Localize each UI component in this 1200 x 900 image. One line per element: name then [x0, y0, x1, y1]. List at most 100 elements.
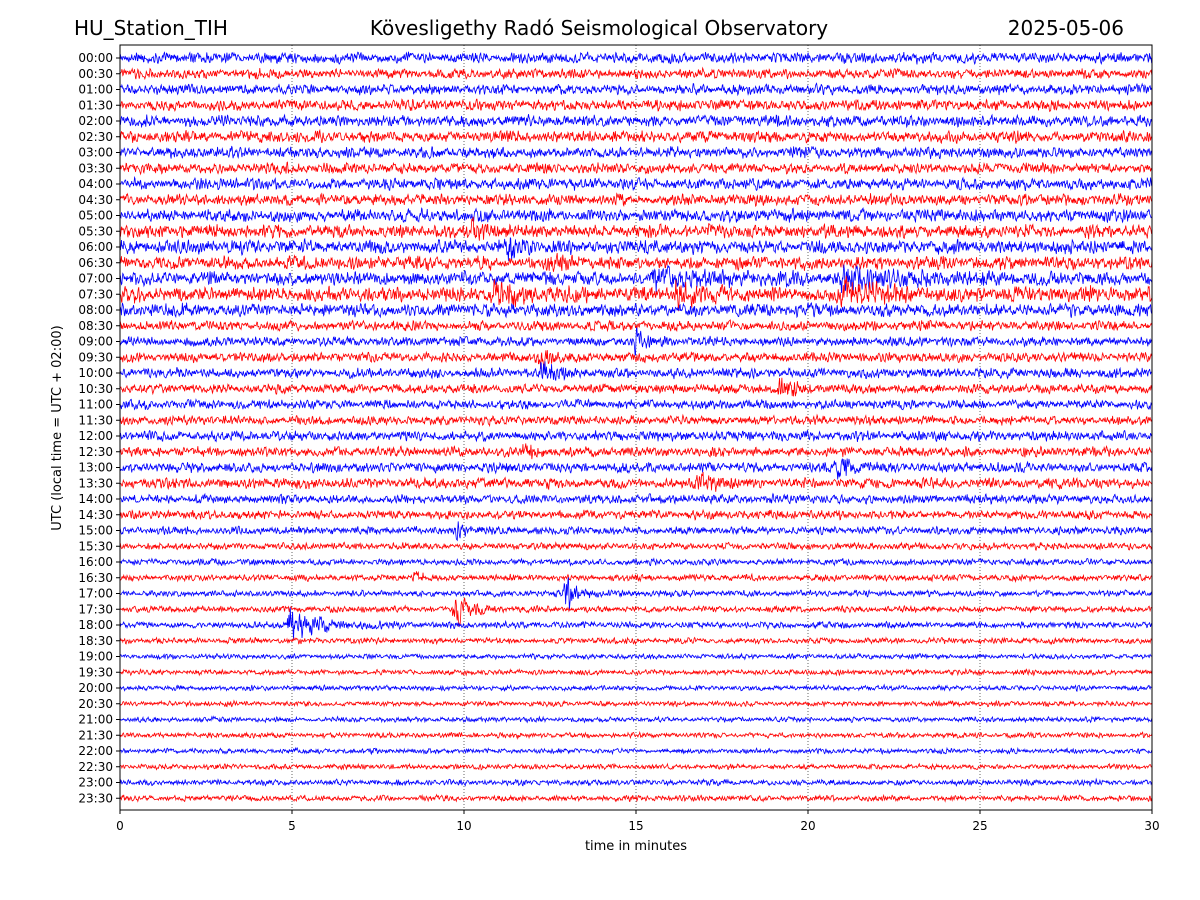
y-tick-label: 10:30: [78, 382, 113, 396]
trace-0430: [119, 192, 1153, 208]
y-tick-label: 12:00: [78, 429, 113, 443]
y-tick-label: 04:30: [78, 193, 113, 207]
trace-0730: [119, 275, 1153, 312]
x-tick-label: 30: [1144, 819, 1159, 833]
plot-frame: [119, 44, 1153, 811]
y-axis-label: UTC (local time = UTC + 02:00): [50, 325, 65, 530]
y-tick-label: 13:30: [78, 476, 113, 490]
date-title: 2025-05-06: [1008, 16, 1124, 40]
trace-1100: [119, 398, 1153, 411]
y-tick-label: 14:30: [78, 508, 113, 522]
y-tick-label: 13:00: [78, 461, 113, 475]
y-tick-label: 02:30: [78, 130, 113, 144]
trace-1700: [119, 577, 1153, 611]
trace-0630: [119, 252, 1153, 272]
y-tick-label: 09:00: [78, 335, 113, 349]
trace-1500: [119, 521, 1153, 542]
y-tick-label: 07:30: [78, 287, 113, 301]
trace-1130: [119, 413, 1153, 428]
y-tick-label: 03:00: [78, 146, 113, 160]
y-tick-label: 05:30: [78, 224, 113, 238]
y-tick-label: 23:00: [78, 776, 113, 790]
trace-2000: [119, 683, 1153, 693]
y-tick-label: 20:30: [78, 697, 113, 711]
trace-0830: [119, 319, 1153, 333]
observatory-title: Kövesligethy Radó Seismological Observat…: [370, 16, 828, 40]
y-tick-label: 21:00: [78, 713, 113, 727]
trace-1230: [119, 443, 1153, 460]
trace-1300: [119, 458, 1153, 480]
y-tick-label: 11:30: [78, 413, 113, 427]
y-tick-label: 21:30: [78, 728, 113, 742]
x-tick-label: 0: [116, 819, 124, 833]
y-tick-label: 02:00: [78, 114, 113, 128]
trace-2130: [119, 730, 1153, 740]
trace-0400: [119, 175, 1153, 192]
trace-2030: [119, 699, 1153, 708]
trace-0930: [119, 350, 1153, 369]
y-tick-label: 17:00: [78, 587, 113, 601]
y-tick-label: 06:30: [78, 256, 113, 270]
trace-2300: [119, 777, 1153, 788]
trace-0300: [119, 145, 1153, 160]
trace-0600: [119, 237, 1153, 261]
trace-0200: [119, 113, 1153, 129]
trace-1030: [119, 377, 1153, 397]
y-tick-label: 04:00: [78, 177, 113, 191]
trace-2200: [119, 746, 1153, 756]
trace-0700: [119, 264, 1153, 294]
trace-0000: [119, 51, 1153, 66]
trace-2330: [119, 793, 1153, 803]
x-tick-label: 20: [800, 819, 815, 833]
y-tick-label: 11:00: [78, 398, 113, 412]
x-axis-label: time in minutes: [585, 839, 687, 854]
trace-0800: [119, 302, 1153, 319]
y-tick-label: 03:30: [78, 161, 113, 175]
trace-1830: [119, 636, 1153, 646]
seismic-traces: [119, 51, 1153, 803]
x-tick-labels: 0 5 10 15 20 25 30: [116, 810, 1160, 833]
trace-1600: [119, 557, 1153, 567]
trace-1800: [119, 607, 1153, 640]
trace-1430: [119, 508, 1153, 521]
y-tick-label: 22:30: [78, 760, 113, 774]
y-tick-label: 08:30: [78, 319, 113, 333]
y-tick-label: 09:30: [78, 350, 113, 364]
x-tick-label: 10: [456, 819, 471, 833]
trace-0130: [119, 98, 1153, 113]
y-tick-label: 18:30: [78, 634, 113, 648]
y-tick-label: 20:00: [78, 681, 113, 695]
y-tick-label: 05:00: [78, 209, 113, 223]
trace-0030: [119, 66, 1153, 81]
y-tick-label: 22:00: [78, 744, 113, 758]
y-tick-label: 19:00: [78, 650, 113, 664]
y-tick-label: 00:00: [78, 51, 113, 65]
trace-2230: [119, 762, 1153, 771]
y-tick-label: 06:00: [78, 240, 113, 254]
x-tick-label: 5: [288, 819, 296, 833]
trace-0330: [119, 161, 1153, 176]
trace-0530: [119, 216, 1153, 241]
station-title: HU_Station_TIH: [74, 16, 228, 40]
trace-2100: [119, 715, 1153, 724]
y-tick-label: 08:00: [78, 303, 113, 317]
y-tick-label: 01:30: [78, 98, 113, 112]
trace-0230: [119, 128, 1153, 145]
y-tick-label: 16:30: [78, 571, 113, 585]
trace-1200: [119, 429, 1153, 443]
y-tick-label: 17:30: [78, 602, 113, 616]
trace-1400: [119, 492, 1153, 506]
y-tick-label: 19:30: [78, 665, 113, 679]
trace-1930: [119, 667, 1153, 677]
y-tick-label: 12:30: [78, 445, 113, 459]
trace-1730: [119, 597, 1153, 627]
y-tick-label: 15:30: [78, 539, 113, 553]
y-tick-label: 23:30: [78, 791, 113, 805]
y-tick-label: 18:00: [78, 618, 113, 632]
trace-1330: [119, 471, 1153, 492]
y-tick-label: 14:00: [78, 492, 113, 506]
trace-0500: [119, 207, 1153, 224]
